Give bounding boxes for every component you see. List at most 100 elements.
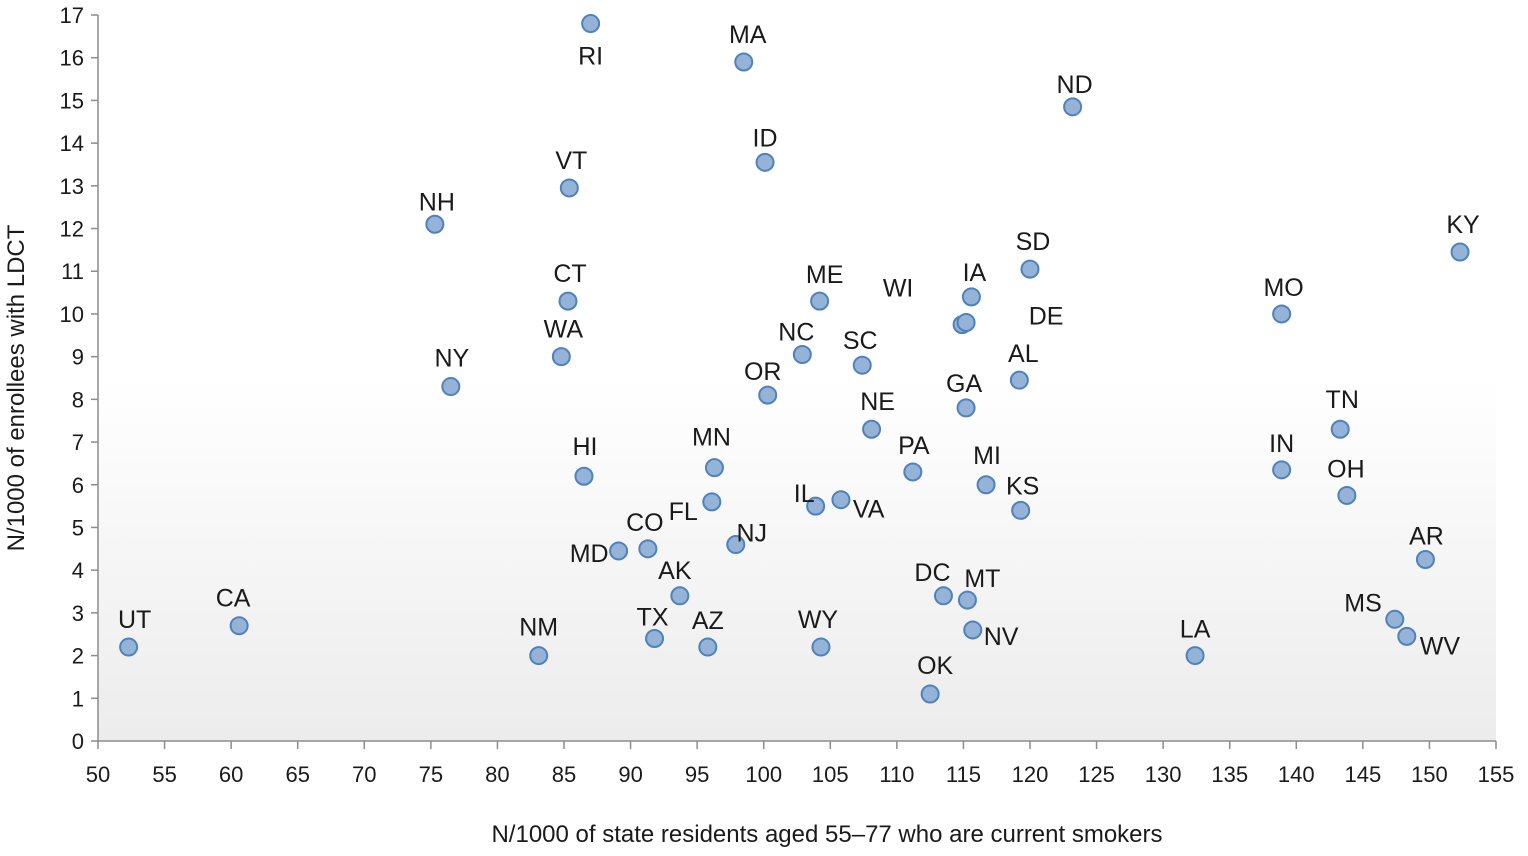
x-tick-label: 145 xyxy=(1344,762,1381,787)
point-ia xyxy=(961,287,981,307)
point-label-vt: VT xyxy=(555,147,587,175)
x-tick-label: 60 xyxy=(219,762,243,787)
x-tick-label: 85 xyxy=(552,762,576,787)
point-label-ny: NY xyxy=(434,345,469,373)
point-co xyxy=(638,539,658,559)
point-label-nc: NC xyxy=(778,319,814,347)
x-tick-label: 135 xyxy=(1211,762,1248,787)
point-mi xyxy=(976,475,996,495)
point-label-hi: HI xyxy=(572,433,597,461)
point-label-ct: CT xyxy=(553,260,586,288)
y-tick-label: 8 xyxy=(72,387,84,412)
point-hi xyxy=(574,466,594,486)
point-label-de: DE xyxy=(1029,302,1064,330)
x-tick-label: 130 xyxy=(1145,762,1182,787)
point-dc xyxy=(933,586,953,606)
point-ks xyxy=(1011,500,1031,520)
x-tick-label: 140 xyxy=(1278,762,1315,787)
point-az xyxy=(698,637,718,657)
y-tick-label: 10 xyxy=(60,302,84,327)
point-sd xyxy=(1020,259,1040,279)
point-label-ri: RI xyxy=(578,43,603,71)
point-label-al: AL xyxy=(1008,340,1039,368)
point-label-ne: NE xyxy=(860,388,895,416)
point-label-md: MD xyxy=(570,540,609,568)
point-label-la: LA xyxy=(1180,616,1211,644)
point-wy xyxy=(811,637,831,657)
point-mt xyxy=(957,590,977,610)
point-nd xyxy=(1063,97,1083,117)
point-nh xyxy=(425,214,445,234)
point-label-mo: MO xyxy=(1263,274,1303,302)
point-ny xyxy=(441,377,461,397)
point-label-oh: OH xyxy=(1327,455,1365,483)
point-la xyxy=(1185,646,1205,666)
y-tick-label: 2 xyxy=(72,644,84,669)
point-label-ks: KS xyxy=(1006,472,1039,500)
point-label-tn: TN xyxy=(1326,386,1359,414)
point-label-mi: MI xyxy=(973,442,1001,470)
point-label-ky: KY xyxy=(1446,211,1480,239)
x-axis-title: N/1000 of state residents aged 55–77 who… xyxy=(491,821,1162,848)
x-tick-label: 65 xyxy=(285,762,309,787)
point-label-ms: MS xyxy=(1344,589,1382,617)
point-label-in: IN xyxy=(1269,430,1294,458)
point-label-ak: AK xyxy=(658,557,692,585)
point-label-mt: MT xyxy=(964,565,1000,593)
point-id xyxy=(755,152,775,172)
point-label-az: AZ xyxy=(692,607,724,635)
x-tick-label: 90 xyxy=(618,762,642,787)
x-tick-label: 95 xyxy=(685,762,709,787)
point-nj xyxy=(726,535,746,555)
point-label-me: ME xyxy=(806,261,844,289)
y-tick-label: 13 xyxy=(60,174,84,199)
point-label-tx: TX xyxy=(637,604,669,632)
point-label-fl: FL xyxy=(669,498,698,526)
point-label-nm: NM xyxy=(519,614,558,642)
y-tick-label: 4 xyxy=(72,558,84,583)
y-tick-label: 6 xyxy=(72,473,84,498)
point-ar xyxy=(1415,550,1435,569)
point-label-sd: SD xyxy=(1016,228,1051,256)
y-tick-label: 1 xyxy=(72,686,84,711)
point-in xyxy=(1272,460,1292,480)
point-tx xyxy=(645,629,665,649)
axes xyxy=(97,15,1496,742)
y-tick-label: 7 xyxy=(72,430,84,455)
x-tick-label: 115 xyxy=(946,762,981,787)
point-or xyxy=(758,385,778,405)
point-label-wa: WA xyxy=(544,316,584,344)
point-label-va: VA xyxy=(853,496,885,524)
point-label-dc: DC xyxy=(914,559,950,587)
point-label-ut: UT xyxy=(118,606,151,634)
y-tick-label: 17 xyxy=(60,3,84,28)
point-ak xyxy=(670,586,690,606)
point-label-ok: OK xyxy=(917,652,953,680)
point-label-wv: WV xyxy=(1420,632,1461,660)
point-label-ma: MA xyxy=(729,21,767,49)
point-label-mn: MN xyxy=(692,424,731,452)
x-tick-label: 120 xyxy=(1012,762,1049,787)
point-pa xyxy=(903,462,923,482)
point-label-id: ID xyxy=(753,124,778,152)
point-oh xyxy=(1337,485,1357,505)
point-label-wi: WI xyxy=(883,275,914,303)
y-tick-label: 5 xyxy=(72,515,84,540)
point-il xyxy=(806,496,826,516)
x-tick-label: 75 xyxy=(419,762,443,787)
point-label-nh: NH xyxy=(419,188,455,216)
y-tick-label: 14 xyxy=(60,131,84,156)
point-ri xyxy=(581,14,601,34)
x-tick-label: 80 xyxy=(485,762,509,787)
x-tick-label: 150 xyxy=(1411,762,1448,787)
point-ca xyxy=(229,616,249,636)
point-label-nj: NJ xyxy=(736,520,767,548)
point-al xyxy=(1009,370,1029,390)
x-tick-label: 110 xyxy=(879,762,914,787)
y-tick-label: 0 xyxy=(72,729,84,754)
point-label-ar: AR xyxy=(1409,523,1444,551)
x-tick-label: 125 xyxy=(1078,762,1115,787)
point-tn xyxy=(1330,419,1350,439)
point-sc xyxy=(852,355,872,375)
y-tick-label: 3 xyxy=(72,601,84,626)
